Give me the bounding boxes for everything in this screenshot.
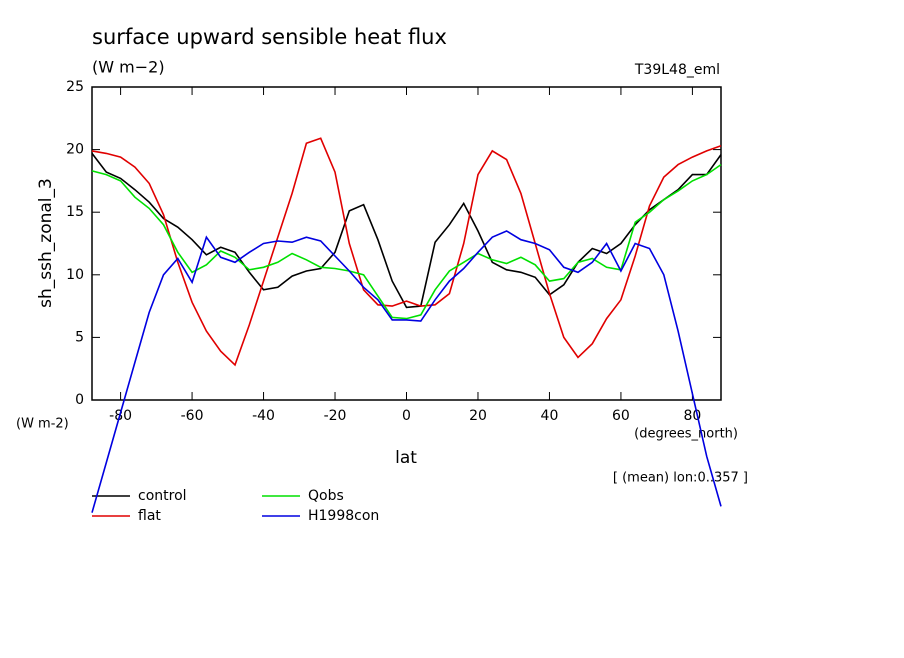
x-tick-label: -40	[252, 408, 275, 424]
plot-frame	[91, 86, 722, 401]
x-units: (degrees_north)	[634, 427, 738, 442]
legend-label: control	[138, 488, 187, 504]
y-tick-label: 25	[66, 79, 84, 95]
x-tick-label: 0	[402, 408, 411, 424]
x-tick-label: -60	[181, 408, 204, 424]
experiment: T39L48_eml	[634, 62, 720, 78]
y-tick-label: 15	[66, 204, 84, 220]
subtitle: (W m−2)	[92, 58, 165, 77]
series-line	[91, 163, 722, 320]
series-line	[91, 152, 722, 309]
y-units: (W m-2)	[16, 417, 69, 432]
series-line	[91, 230, 722, 513]
x-tick-label: 20	[469, 408, 487, 424]
legend-label: H1998con	[308, 508, 379, 524]
y-axis-label: sh_ssh_zonal_3	[36, 178, 56, 308]
x-tick-label: 60	[612, 408, 630, 424]
legend-label: flat	[138, 508, 161, 524]
series-line	[91, 137, 722, 367]
y-tick-label: 10	[66, 267, 84, 283]
x-axis-label: lat	[395, 448, 417, 468]
x-tick-label: -80	[109, 408, 132, 424]
chart-title: surface upward sensible heat flux	[92, 25, 447, 49]
x-tick-label: -20	[324, 408, 347, 424]
y-tick-label: 20	[66, 142, 84, 158]
annotation: [ (mean) lon:0..357 ]	[613, 471, 748, 486]
legend-label: Qobs	[308, 488, 344, 504]
x-tick-label: 40	[541, 408, 559, 424]
y-tick-label: 5	[75, 329, 84, 345]
y-tick-label: 0	[75, 392, 84, 408]
